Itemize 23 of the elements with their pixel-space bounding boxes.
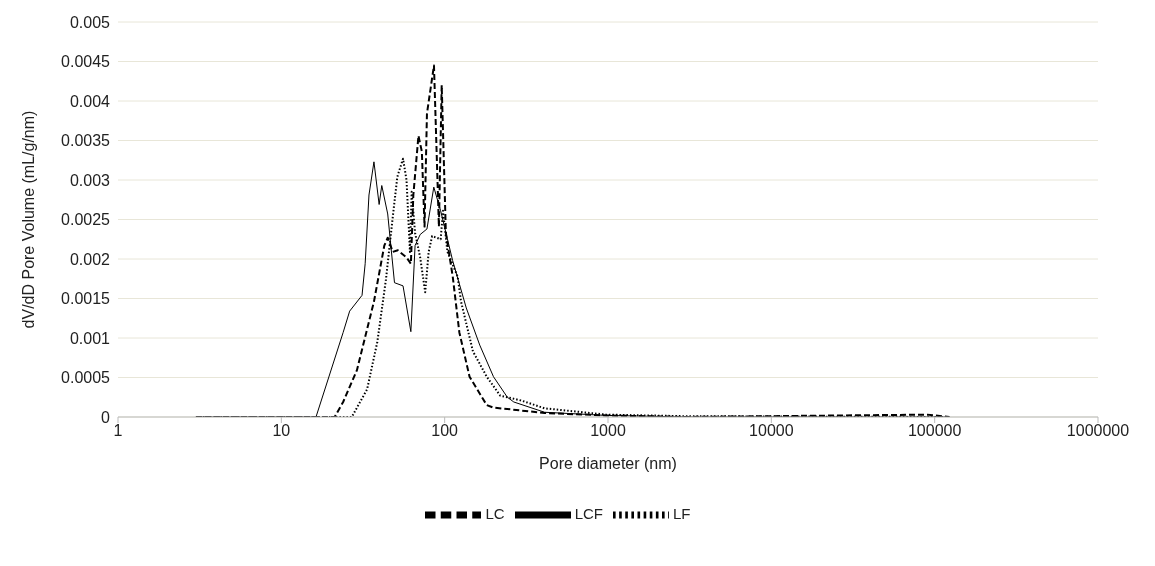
y-tick-label: 0.002 <box>69 250 111 268</box>
y-tick-label: 0.001 <box>69 329 111 347</box>
x-axis-title: Pore diameter (nm) <box>539 455 677 472</box>
y-tick-label: 0.0025 <box>61 211 111 229</box>
x-tick-label: 1000 <box>590 422 626 440</box>
x-tick-label: 1000000 <box>1066 422 1130 440</box>
x-tick-label: 1 <box>113 422 123 440</box>
legend-label: LCF <box>574 504 603 522</box>
x-tick-label: 100 <box>431 422 459 440</box>
x-tick-label: 10 <box>272 422 291 440</box>
y-tick-label: 0.0045 <box>61 53 111 71</box>
y-tick-label: 0.0015 <box>61 290 111 308</box>
x-tick-label: 100000 <box>907 422 962 440</box>
y-tick-label: 0 <box>101 408 111 426</box>
legend-label: LC <box>485 504 505 522</box>
y-tick-label: 0.003 <box>69 171 111 189</box>
y-tick-label: 0.005 <box>69 13 111 31</box>
x-tick-label: 10000 <box>749 422 794 440</box>
y-axis-title: dV/dD Pore Volume (mL/g/nm) <box>19 110 37 329</box>
legend-label: LF <box>673 504 691 522</box>
y-tick-label: 0.0035 <box>61 132 111 150</box>
y-tick-label: 0.004 <box>69 92 111 110</box>
y-tick-label: 0.0005 <box>61 369 111 387</box>
